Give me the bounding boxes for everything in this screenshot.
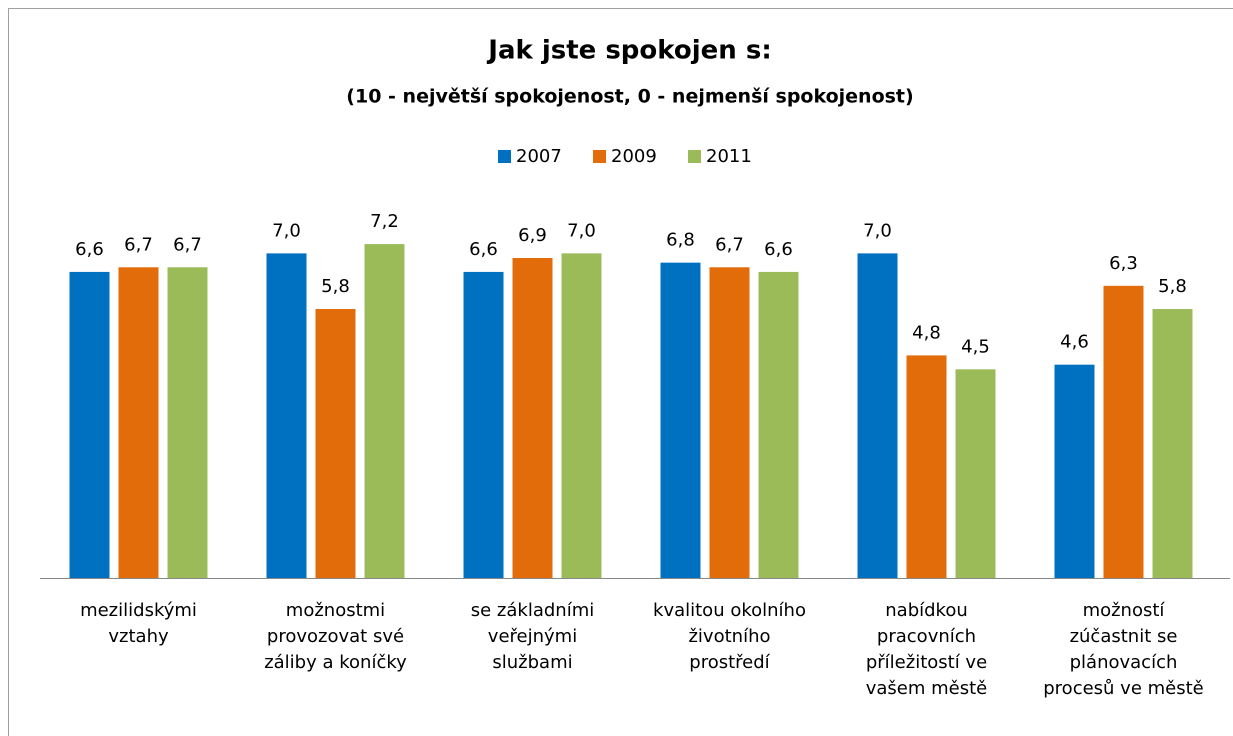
- value-label: 7,0: [863, 220, 892, 241]
- bar: [955, 369, 996, 578]
- bar: [512, 258, 553, 578]
- chart-frame: [8, 8, 1233, 736]
- value-label: 7,0: [272, 220, 301, 241]
- value-label: 5,8: [1158, 276, 1187, 297]
- value-label: 6,8: [666, 230, 695, 251]
- value-label: 6,7: [715, 234, 744, 255]
- legend-label: 2009: [611, 146, 657, 167]
- bar: [758, 271, 799, 578]
- bar: [906, 355, 947, 578]
- value-label: 6,3: [1109, 253, 1138, 274]
- x-tick-label: možnostmi provozovat své záliby a koníčky: [264, 600, 407, 673]
- bar: [118, 267, 159, 578]
- x-tick-label: se základními veřejnými službami: [471, 600, 594, 673]
- value-label: 6,9: [518, 225, 547, 246]
- bar: [69, 271, 110, 578]
- legend-swatch: [688, 150, 701, 163]
- bar: [364, 244, 405, 578]
- x-tick-label: možností zúčastnit se plánovacích procesů v…: [1043, 600, 1204, 699]
- bar: [561, 253, 602, 578]
- bar: [857, 253, 898, 578]
- value-label: 4,8: [912, 322, 941, 343]
- legend-label: 2007: [516, 146, 562, 167]
- legend-swatch: [498, 150, 511, 163]
- value-label: 7,2: [370, 211, 399, 232]
- legend-swatch: [593, 150, 606, 163]
- bar: [167, 267, 208, 578]
- bar: [266, 253, 307, 578]
- x-tick-label: nabídkou pracovních příležitostí ve vašem m…: [866, 600, 988, 699]
- bar: [660, 262, 701, 578]
- bar: [1103, 285, 1144, 578]
- x-tick-label: kvalitou okolního životního prostředí: [653, 600, 806, 673]
- value-label: 6,7: [124, 234, 153, 255]
- value-label: 5,8: [321, 276, 350, 297]
- bar: [709, 267, 750, 578]
- chart-subtitle: (10 - největší spokojenost, 0 - nejmenší…: [346, 86, 913, 108]
- value-label: 4,5: [961, 336, 990, 357]
- legend-label: 2011: [706, 146, 752, 167]
- value-label: 6,6: [75, 239, 104, 260]
- bar: [315, 309, 356, 578]
- value-label: 4,6: [1060, 332, 1089, 353]
- chart-title: Jak jste spokojen s:: [486, 36, 771, 66]
- value-label: 7,0: [567, 220, 596, 241]
- value-label: 6,7: [173, 234, 202, 255]
- x-tick-label: mezilidskými vztahy: [80, 600, 197, 647]
- value-label: 6,6: [764, 239, 793, 260]
- bar: [1152, 309, 1193, 578]
- bar: [463, 271, 504, 578]
- value-label: 6,6: [469, 239, 498, 260]
- bar: [1054, 364, 1095, 578]
